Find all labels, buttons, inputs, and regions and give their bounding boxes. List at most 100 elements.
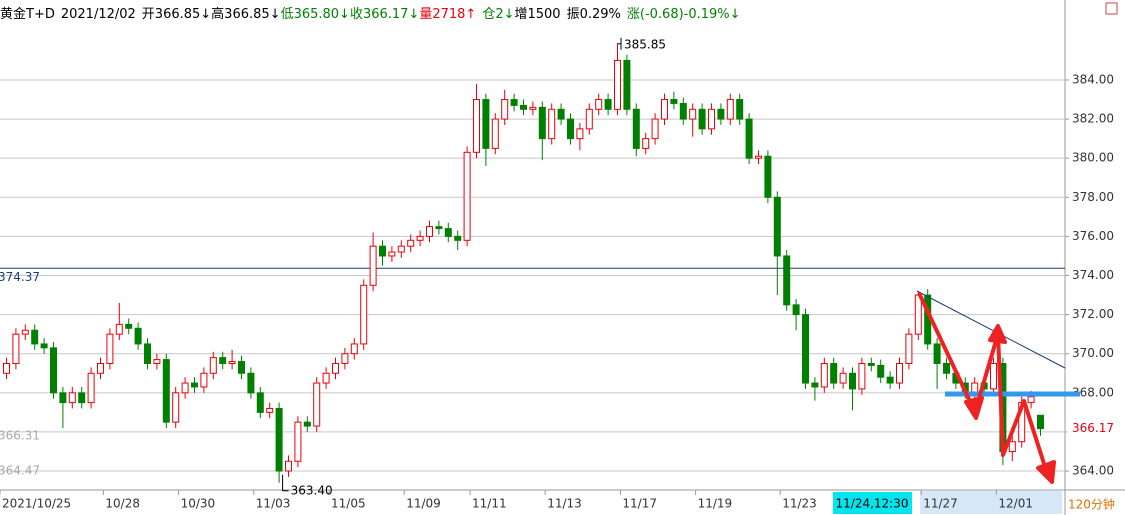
arrow-head bbox=[1036, 460, 1056, 484]
candle-body bbox=[21, 329, 29, 335]
candle-body bbox=[322, 372, 330, 384]
candle-body bbox=[106, 333, 114, 364]
arrow-path bbox=[917, 292, 1048, 471]
candle-body bbox=[830, 362, 838, 384]
candle-body bbox=[332, 362, 339, 374]
candle-body bbox=[585, 108, 593, 130]
header-item: 开366.85↓高366.85↓ bbox=[141, 7, 281, 22]
candle-body bbox=[604, 99, 612, 110]
candle-body bbox=[266, 407, 274, 413]
candle-body bbox=[867, 362, 875, 366]
candle-body bbox=[1027, 396, 1035, 404]
header-item: 增1500 bbox=[514, 7, 561, 22]
candle-body bbox=[501, 99, 509, 120]
candle-body bbox=[538, 106, 546, 140]
candle-body bbox=[1008, 441, 1016, 452]
y-tick-label: 380.00 bbox=[1072, 151, 1114, 165]
candle-body bbox=[369, 245, 377, 286]
candle-body bbox=[689, 108, 697, 120]
candle-body bbox=[407, 239, 415, 247]
candle-body bbox=[238, 361, 245, 374]
y-tick-label: 382.00 bbox=[1072, 112, 1114, 126]
header-item: 涨(-0.68)-0.19%↓ bbox=[626, 7, 741, 22]
y-tick-label: 364.00 bbox=[1072, 464, 1114, 478]
trend-line bbox=[916, 290, 1066, 369]
candle-body bbox=[896, 362, 903, 384]
candle-body bbox=[473, 99, 480, 153]
header-item: 仓2↓ bbox=[482, 7, 515, 22]
candle-body bbox=[877, 364, 885, 378]
x-tick-label: 11/23 bbox=[782, 497, 817, 511]
candle-body bbox=[802, 314, 809, 384]
candle-body bbox=[670, 99, 678, 104]
cursor-label-box bbox=[833, 492, 912, 514]
candle-body bbox=[557, 108, 565, 120]
x-tick-label: 11/19 bbox=[698, 497, 733, 511]
candle-body bbox=[491, 118, 499, 149]
candle-body bbox=[679, 102, 687, 120]
candle-body bbox=[97, 362, 104, 374]
candle-body bbox=[933, 343, 941, 364]
candle-body bbox=[275, 407, 283, 472]
candle-body bbox=[811, 382, 819, 388]
candle-body bbox=[360, 284, 368, 345]
candle-body bbox=[426, 226, 433, 237]
x-tick-label: 2021/10/25 bbox=[2, 497, 71, 511]
candle-body bbox=[576, 128, 584, 140]
candle-body bbox=[50, 347, 57, 394]
candle-body bbox=[12, 333, 20, 364]
left-label: 364.47 bbox=[0, 464, 40, 478]
candle-body bbox=[858, 362, 866, 390]
candle-body bbox=[529, 106, 537, 110]
candle-body bbox=[200, 372, 208, 388]
candle-body bbox=[78, 392, 86, 404]
candle-body bbox=[820, 362, 828, 388]
candle-body bbox=[115, 323, 123, 335]
candle-body bbox=[849, 372, 856, 390]
candle-body bbox=[341, 353, 349, 364]
candle-body bbox=[990, 362, 997, 390]
candle-body bbox=[651, 118, 659, 140]
candle-body bbox=[971, 382, 979, 394]
header-item: 量2718↑ bbox=[419, 7, 477, 22]
x-tick-label: 11/11 bbox=[472, 497, 507, 511]
candle-body bbox=[614, 59, 621, 110]
candle-body bbox=[745, 118, 753, 159]
candle-body bbox=[209, 357, 217, 374]
x-tick-label: 11/03 bbox=[256, 497, 291, 511]
candle-body bbox=[736, 99, 744, 120]
x-tick-label: 10/28 bbox=[105, 497, 140, 511]
candle-body bbox=[792, 304, 800, 316]
header-item: 低365.80↓收366.17↓ bbox=[280, 7, 420, 22]
cursor-label: 11/24,12:30 bbox=[836, 497, 909, 511]
x-tick-label: 11/09 bbox=[406, 497, 441, 511]
candle-body bbox=[548, 108, 556, 140]
candle-body bbox=[886, 376, 894, 384]
candle-body bbox=[623, 59, 631, 110]
candle-body bbox=[632, 108, 640, 149]
candle-body bbox=[708, 108, 715, 130]
candle-body bbox=[510, 99, 518, 106]
arrow-head bbox=[988, 324, 1007, 344]
drawn-arrows bbox=[917, 292, 1056, 484]
candle-body bbox=[839, 372, 847, 384]
y-tick-label: 376.00 bbox=[1072, 229, 1114, 243]
candle-body bbox=[755, 155, 762, 159]
y-tick-label: 372.00 bbox=[1072, 307, 1114, 321]
candle-body bbox=[144, 343, 151, 364]
candle-body bbox=[125, 323, 133, 329]
candle-body bbox=[40, 343, 48, 349]
candle-body bbox=[247, 372, 255, 394]
last-price-label: 366.17 bbox=[1072, 421, 1114, 435]
header-item: 2021/12/02 bbox=[60, 7, 136, 22]
arrow-head bbox=[964, 396, 984, 420]
y-tick-label: 384.00 bbox=[1072, 72, 1114, 86]
corner-icon[interactable] bbox=[1105, 2, 1118, 15]
candle-body bbox=[172, 392, 180, 423]
candle-body bbox=[726, 99, 734, 120]
candle-body bbox=[181, 382, 189, 394]
candle-body bbox=[285, 460, 292, 472]
y-tick-label: 370.00 bbox=[1072, 346, 1114, 360]
